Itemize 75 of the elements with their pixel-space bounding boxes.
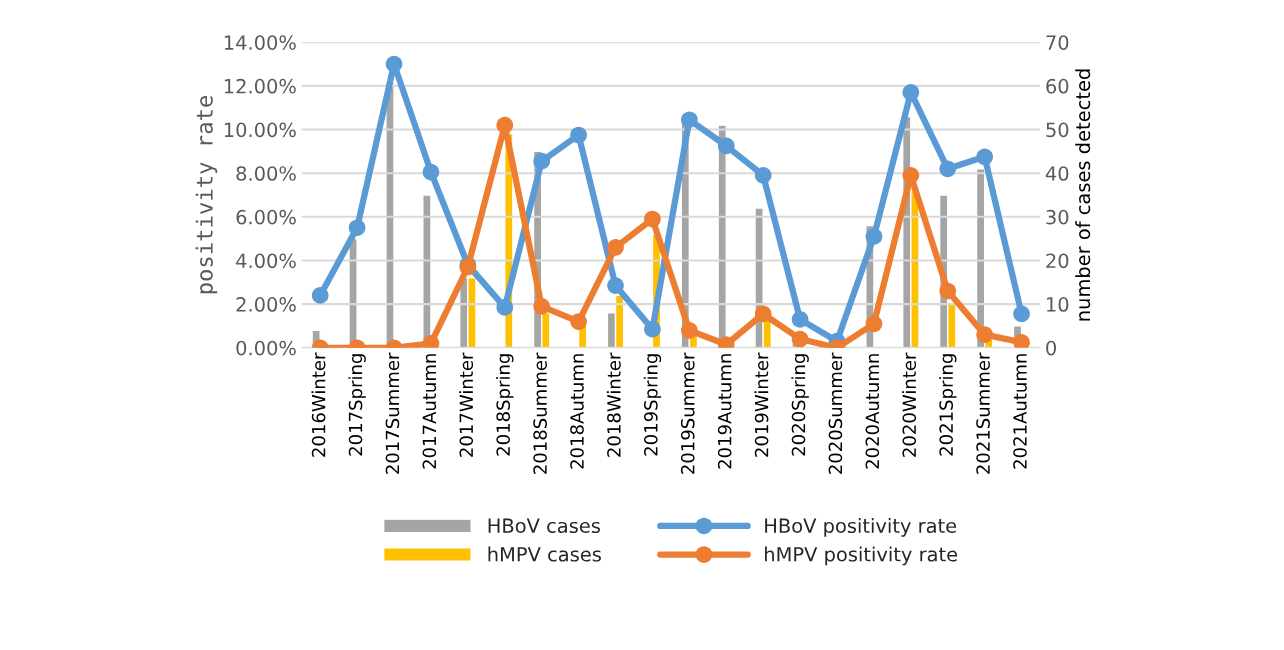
point <box>533 152 551 170</box>
y2-axis-title: number of cases detected <box>1075 69 1091 321</box>
y-tick-label: 8.00% <box>236 166 296 181</box>
x-tick-label: 2021Autumn <box>1013 354 1027 469</box>
y-tick-label: 0.00% <box>236 340 296 356</box>
point <box>754 305 772 323</box>
legend-label: hMPV cases <box>488 546 601 562</box>
point <box>681 321 698 339</box>
y2-tick-label: 50 <box>1046 122 1069 138</box>
y-tick-label: 12.00% <box>224 78 296 94</box>
y-tick-label: 6.00% <box>236 209 296 225</box>
x-tick-label: 2017Spring <box>348 354 366 456</box>
point <box>496 299 514 316</box>
y2-tick-label: 70 <box>1046 35 1069 50</box>
point <box>1013 333 1030 348</box>
y-tick-label: 10.00% <box>224 122 296 138</box>
y-axis-title: positivity rate <box>195 95 218 294</box>
y2-tick-label: 0 <box>1046 340 1056 356</box>
y-tick-label: 4.00% <box>236 253 296 269</box>
point <box>976 148 993 166</box>
y2-tick-label: 30 <box>1046 209 1069 225</box>
x-tick-label: 2020Summer <box>828 352 843 474</box>
point <box>644 320 661 338</box>
point <box>717 137 735 155</box>
point <box>902 84 920 101</box>
x-tick-label: 2017Summer <box>385 352 400 474</box>
x-tick-label: 2020Autumn <box>865 354 880 469</box>
point <box>754 167 772 184</box>
x-tick-label: 2017Winter <box>459 352 474 457</box>
bar <box>348 237 358 348</box>
point <box>607 277 624 294</box>
x-tick-label: 2017Autumn <box>422 354 437 469</box>
y-tick-label: 2.00% <box>236 297 296 312</box>
point <box>422 163 440 181</box>
legend-label: HBoV cases <box>488 518 600 534</box>
point <box>791 311 809 328</box>
point <box>348 219 366 237</box>
x-tick-label: 2020Winter <box>902 352 917 457</box>
point <box>939 282 957 300</box>
x-tick-label: 2018Summer <box>533 352 547 474</box>
x-tick-label: 2016Winter <box>311 352 326 457</box>
point <box>644 210 661 228</box>
x-tick-label: 2018Autumn <box>570 354 584 469</box>
bar <box>385 80 395 348</box>
point <box>570 313 587 330</box>
x-tick-label: 2021Spring <box>939 354 957 456</box>
y2-tick-label: 40 <box>1045 166 1069 181</box>
x-tick-label: 2019Winter <box>754 352 769 457</box>
point <box>902 167 920 184</box>
point <box>681 111 698 129</box>
point <box>939 160 957 178</box>
legend-label: hMPV positivity rate <box>765 546 958 566</box>
x-tick-label: 2019Summer <box>680 352 695 474</box>
y2-tick-label: 60 <box>1046 78 1069 94</box>
point <box>570 126 587 144</box>
point <box>1013 305 1030 323</box>
point <box>385 55 403 73</box>
y-tick-label: 14.00% <box>224 35 296 50</box>
point <box>533 297 551 315</box>
x-tick-label: 2018Spring <box>496 354 514 456</box>
x-tick-label: 2021Summer <box>976 352 990 474</box>
point <box>496 116 514 134</box>
y2-tick-label: 20 <box>1046 253 1069 269</box>
x-tick-label: 2020Spring <box>791 354 809 456</box>
x-tick-label: 2019Autumn <box>717 354 732 469</box>
x-tick-label: 2019Spring <box>643 354 662 456</box>
point <box>607 239 624 256</box>
y2-tick-label: 10 <box>1047 297 1069 312</box>
point <box>865 228 883 245</box>
point <box>976 326 993 343</box>
legend-label: HBoV positivity rate <box>765 518 957 537</box>
point <box>865 315 883 333</box>
point <box>311 287 329 304</box>
point <box>791 330 809 348</box>
x-tick-label: 2018Winter <box>606 352 621 457</box>
